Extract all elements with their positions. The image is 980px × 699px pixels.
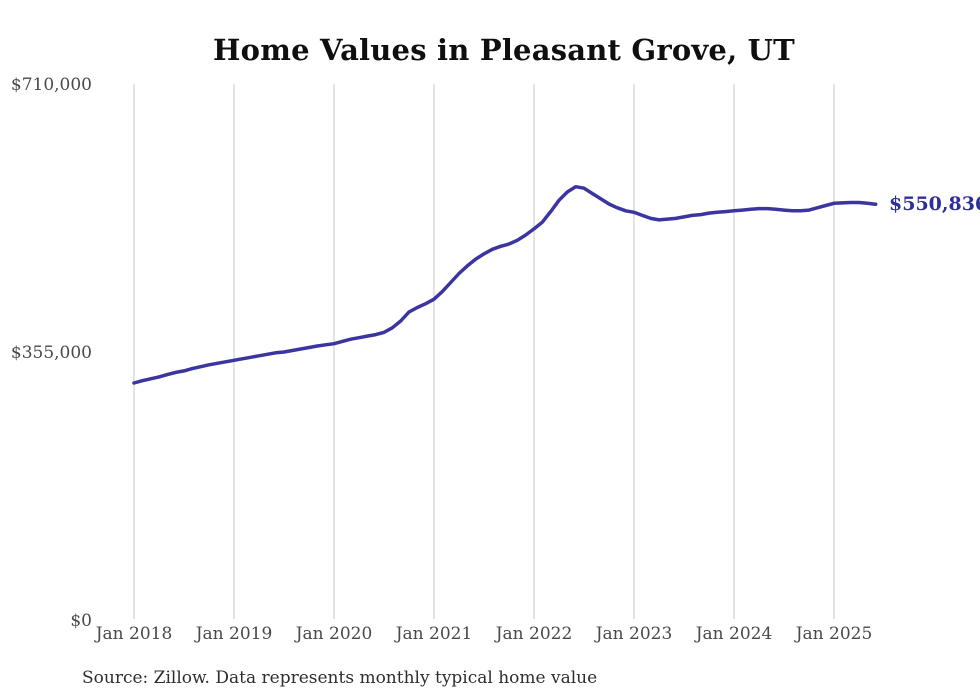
x-tick-label: Jan 2022	[495, 624, 573, 644]
x-tick-label: Jan 2023	[595, 624, 673, 644]
y-tick-label: $710,000	[10, 75, 92, 95]
gridlines	[133, 84, 835, 619]
y-tick-label: $0	[70, 611, 92, 631]
x-tick-label: Jan 2025	[795, 624, 873, 644]
chart-title: Home Values in Pleasant Grove, UT	[213, 33, 795, 67]
home-value-line	[132, 184, 878, 385]
x-tick-label: Jan 2018	[95, 624, 173, 644]
source-note: Source: Zillow. Data represents monthly …	[82, 668, 598, 688]
x-tick-label: Jan 2024	[695, 624, 773, 644]
latest-value-label: $550,836	[889, 193, 980, 215]
x-tick-label: Jan 2021	[395, 624, 473, 644]
x-tick-label: Jan 2019	[195, 624, 273, 644]
x-tick-label: Jan 2020	[295, 624, 373, 644]
y-tick-label: $355,000	[10, 343, 92, 363]
